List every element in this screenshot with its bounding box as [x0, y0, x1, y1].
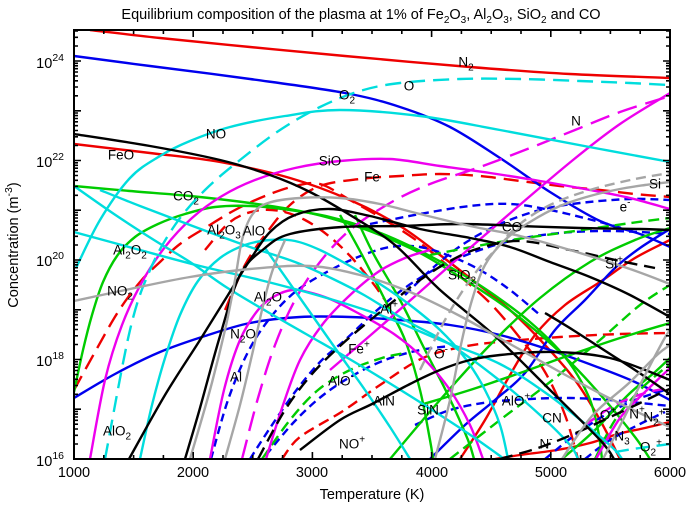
- svg-text:O: O: [404, 79, 415, 94]
- svg-text:O-: O-: [434, 345, 448, 362]
- svg-text:Concentration (m-3): Concentration (m-3): [3, 182, 22, 307]
- svg-text:Al2O: Al2O: [254, 290, 282, 309]
- svg-text:4000: 4000: [416, 465, 448, 481]
- svg-text:6000: 6000: [654, 465, 686, 481]
- svg-text:AlO: AlO: [243, 224, 266, 239]
- svg-text:AlO+: AlO+: [502, 392, 531, 409]
- svg-text:AlO2: AlO2: [103, 424, 132, 443]
- svg-text:O+: O+: [600, 406, 617, 423]
- svg-text:NO+: NO+: [339, 435, 365, 452]
- svg-text:O2: O2: [339, 88, 356, 107]
- svg-text:N2: N2: [458, 55, 474, 74]
- svg-text:5000: 5000: [535, 465, 567, 481]
- svg-text:N+: N+: [629, 405, 645, 422]
- svg-text:CN: CN: [542, 411, 562, 426]
- svg-text:N2+: N2+: [643, 408, 664, 429]
- svg-text:Al+: Al+: [380, 300, 398, 317]
- svg-text:Fe+: Fe+: [348, 340, 370, 357]
- svg-text:SiO: SiO: [319, 154, 342, 169]
- svg-text:Al: Al: [230, 370, 242, 385]
- svg-text:Equilibrium composition of the: Equilibrium composition of the plasma at…: [121, 7, 600, 26]
- svg-text:AlO-: AlO-: [328, 372, 354, 389]
- svg-text:2000: 2000: [177, 465, 209, 481]
- svg-text:Al2O3: Al2O3: [207, 223, 241, 242]
- svg-text:CO: CO: [502, 220, 522, 235]
- svg-text:FeO: FeO: [108, 148, 134, 163]
- svg-text:3000: 3000: [296, 465, 328, 481]
- svg-text:Si: Si: [649, 177, 661, 192]
- svg-text:SiN: SiN: [417, 403, 439, 418]
- svg-text:Si+: Si+: [605, 255, 623, 272]
- svg-text:O2+: O2+: [640, 438, 662, 459]
- svg-text:Temperature (K): Temperature (K): [320, 487, 425, 503]
- svg-text:e-: e-: [620, 198, 631, 215]
- svg-text:Fe: Fe: [364, 170, 380, 185]
- svg-text:N-: N-: [539, 435, 552, 452]
- svg-text:CO2: CO2: [173, 189, 199, 208]
- svg-text:AlN: AlN: [373, 394, 395, 409]
- svg-text:NO2: NO2: [107, 284, 133, 303]
- svg-text:N2O: N2O: [230, 327, 256, 346]
- svg-text:N3: N3: [614, 429, 630, 448]
- svg-text:N: N: [571, 114, 581, 129]
- svg-text:NO: NO: [206, 127, 226, 142]
- svg-text:1000: 1000: [58, 465, 90, 481]
- svg-text:Al2O2: Al2O2: [113, 243, 147, 262]
- svg-text:SiO2: SiO2: [448, 268, 477, 287]
